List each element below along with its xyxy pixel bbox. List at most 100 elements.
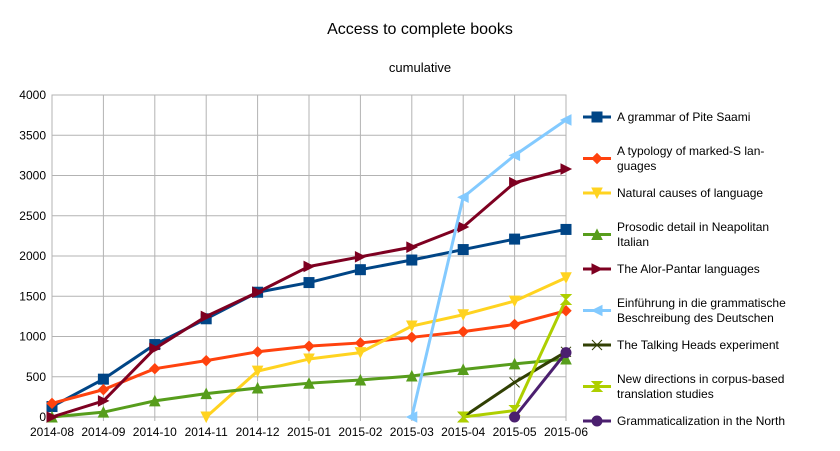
data-point bbox=[405, 411, 418, 423]
data-point bbox=[149, 342, 161, 355]
series-group bbox=[46, 114, 573, 424]
legend-label: Prosodic detail in Neapolitan bbox=[617, 220, 769, 234]
data-point bbox=[303, 277, 315, 289]
data-point bbox=[457, 363, 470, 376]
legend-swatch-marker bbox=[590, 381, 604, 392]
y-tick-label: 2500 bbox=[19, 209, 46, 223]
legend-item: The Alor-Pantar languages bbox=[583, 262, 760, 276]
x-tick-label: 2014-08 bbox=[30, 425, 74, 439]
x-tick-label: 2014-09 bbox=[81, 425, 125, 439]
gridlines bbox=[51, 94, 567, 418]
data-point bbox=[406, 254, 418, 266]
y-tick-label: 3000 bbox=[19, 169, 46, 183]
legend-label: Einführung in die grammatische bbox=[617, 296, 786, 310]
series-5 bbox=[405, 114, 572, 423]
legend-label: A grammar of Pite Saami bbox=[617, 110, 750, 124]
series-line bbox=[513, 351, 568, 418]
data-point bbox=[560, 163, 573, 175]
data-point bbox=[46, 397, 58, 410]
legend-swatch-marker bbox=[591, 339, 603, 351]
data-point bbox=[406, 331, 418, 344]
x-tick-label: 2014-11 bbox=[185, 425, 228, 439]
data-point bbox=[509, 377, 520, 388]
data-point bbox=[457, 244, 469, 256]
series-line bbox=[205, 276, 567, 419]
legend-swatch-marker bbox=[590, 304, 603, 317]
x-tick-label: 2015-01 bbox=[287, 425, 331, 439]
data-point bbox=[457, 309, 470, 321]
legend-label: The Alor-Pantar languages bbox=[617, 262, 760, 276]
data-point bbox=[303, 340, 315, 352]
data-point bbox=[251, 381, 264, 394]
data-point bbox=[405, 369, 418, 382]
data-point bbox=[508, 295, 521, 308]
data-point bbox=[406, 241, 418, 253]
legend-item: A typology of marked-S lan-guages bbox=[583, 144, 764, 173]
legend-swatch-marker bbox=[591, 263, 604, 275]
legend-item: Natural causes of language bbox=[583, 186, 763, 200]
data-point bbox=[559, 114, 572, 126]
series-1 bbox=[46, 305, 572, 410]
legend-label: guages bbox=[617, 159, 656, 173]
data-point bbox=[509, 233, 521, 245]
data-point bbox=[508, 318, 521, 331]
legend-item: New directions in corpus-basedtranslatio… bbox=[583, 372, 784, 401]
legend-swatch-marker bbox=[591, 415, 603, 427]
y-tick-label: 1500 bbox=[19, 289, 46, 303]
chart-subtitle: cumulative bbox=[389, 60, 451, 75]
data-point bbox=[303, 353, 315, 366]
legend-swatch-marker bbox=[591, 187, 603, 200]
x-tick-label: 2015-04 bbox=[441, 425, 485, 439]
y-tick-label: 500 bbox=[26, 370, 46, 384]
data-point bbox=[303, 377, 315, 389]
data-point bbox=[200, 411, 213, 424]
legend-label: A typology of marked-S lan- bbox=[617, 144, 764, 158]
data-point bbox=[354, 337, 367, 349]
data-point bbox=[456, 411, 470, 423]
data-point bbox=[560, 347, 572, 359]
y-tick-label: 2000 bbox=[19, 249, 46, 263]
legend-swatch-marker bbox=[591, 228, 603, 240]
data-point bbox=[149, 362, 161, 375]
data-point bbox=[559, 293, 573, 305]
y-tick-label: 3500 bbox=[19, 128, 46, 142]
legend-item: Einführung in die grammatischeBeschreibu… bbox=[583, 296, 786, 325]
x-tick-label: 2015-05 bbox=[493, 425, 537, 439]
legend-label: New directions in corpus-based bbox=[617, 372, 784, 386]
data-point bbox=[251, 346, 264, 358]
y-axis-tick-labels: 0 500 1000 1500 2000 2500 3000 3500 4000 bbox=[19, 88, 46, 424]
data-point bbox=[97, 373, 109, 385]
chart-title: Access to complete books bbox=[327, 21, 513, 38]
data-point bbox=[148, 394, 161, 407]
x-axis-tick-labels: 2014-08 2014-09 2014-10 2014-11 2014-12 2015-… bbox=[30, 425, 588, 439]
data-point bbox=[354, 264, 366, 276]
legend-label: Beschreibung des Deutschen bbox=[617, 311, 774, 325]
x-tick-label: 2015-03 bbox=[390, 425, 434, 439]
legend-item: The Talking Heads experiment bbox=[583, 338, 780, 352]
data-point bbox=[508, 149, 521, 162]
series-line bbox=[410, 118, 567, 418]
legend-item: Grammaticalization in the North bbox=[583, 414, 785, 428]
x-tick-label: 2014-12 bbox=[236, 425, 280, 439]
series-4 bbox=[46, 163, 573, 423]
legend-label: The Talking Heads experiment bbox=[617, 338, 780, 352]
data-point bbox=[508, 357, 521, 370]
data-point bbox=[200, 387, 213, 400]
legend-swatch-marker bbox=[591, 152, 603, 165]
data-point bbox=[97, 395, 110, 407]
legend-label: Grammaticalization in the North bbox=[617, 414, 785, 428]
plot-area-border bbox=[51, 94, 567, 418]
data-point bbox=[251, 365, 264, 378]
data-point bbox=[97, 406, 110, 418]
legend-label: Italian bbox=[617, 235, 649, 249]
x-tick-label: 2015-02 bbox=[338, 425, 382, 439]
series-8 bbox=[509, 347, 572, 423]
y-tick-label: 4000 bbox=[19, 88, 46, 102]
legend: A grammar of Pite Saami A typology of mar… bbox=[583, 110, 786, 428]
legend-label: Natural causes of language bbox=[617, 186, 763, 200]
legend-item: A grammar of Pite Saami bbox=[583, 110, 750, 124]
data-point bbox=[200, 354, 212, 367]
data-point bbox=[200, 310, 213, 323]
